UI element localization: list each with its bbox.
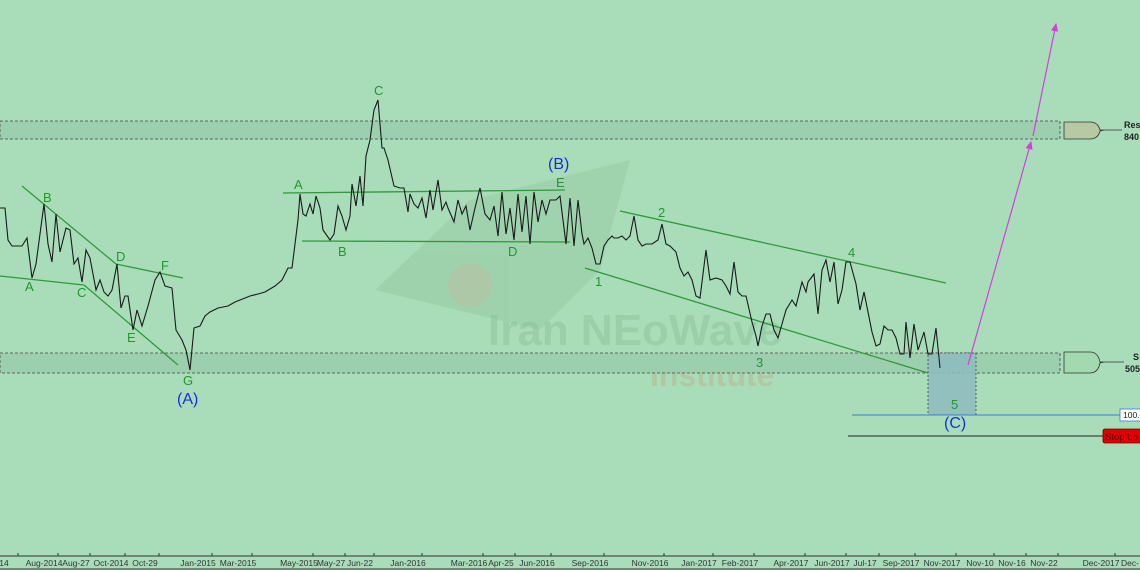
wave-label-c: C xyxy=(77,285,86,300)
watermark-dot xyxy=(448,263,492,307)
target-tag xyxy=(1119,408,1140,422)
wave-label-e: E xyxy=(556,175,565,190)
watermark-logo xyxy=(375,160,630,330)
x-tick-label: Jan-2017 xyxy=(681,558,717,568)
wave-label-d: D xyxy=(116,249,125,264)
wave-label-big-c: (C) xyxy=(944,415,966,432)
x-tick-label: Nov-2017 xyxy=(924,558,961,568)
x-tick-label: Apr-25 xyxy=(488,558,514,568)
x-tick-label: Sep-2016 xyxy=(572,558,609,568)
trendline xyxy=(619,210,947,284)
wave-label-5: 5 xyxy=(951,397,958,412)
wave-label-d: D xyxy=(508,244,517,259)
wave-label-4: 4 xyxy=(848,245,855,260)
x-tick-label: Jan-2016 xyxy=(390,558,426,568)
stop-loss-label: Stop Lo xyxy=(1105,432,1138,443)
x-tick-label: 14 xyxy=(0,558,9,568)
trendline xyxy=(21,185,117,265)
projection-arrow-2 xyxy=(1032,22,1059,137)
x-tick-label: May-27 xyxy=(317,558,346,568)
x-tick-label: Jun-22 xyxy=(347,558,373,568)
wave-label-a: A xyxy=(294,177,303,192)
x-tick-label: Feb-2017 xyxy=(722,558,759,568)
watermark-line1: Iran NEoWave xyxy=(488,306,782,355)
trendline xyxy=(0,275,85,286)
trendline xyxy=(115,263,184,279)
x-tick-label: Sep-2017 xyxy=(883,558,920,568)
resistance-zone xyxy=(0,120,1061,140)
wave-label-big-a: (A) xyxy=(177,391,198,408)
x-tick-label: Dec- xyxy=(1121,558,1139,568)
x-tick-label: Oct-29 xyxy=(132,558,158,568)
wave-label-big-b: (B) xyxy=(548,156,569,173)
x-tick-label: Nov-16 xyxy=(998,558,1026,568)
trendline xyxy=(584,267,929,374)
price-series-line xyxy=(0,99,941,371)
resistance-value: 840 xyxy=(1124,132,1139,142)
target-value: 100.0 xyxy=(1123,410,1140,420)
trendlines xyxy=(0,185,947,374)
x-tick-label: Jul-17 xyxy=(853,558,876,568)
stop-loss-tag xyxy=(1102,428,1140,444)
x-tick-label: Mar-2015 xyxy=(220,558,257,568)
watermark-swoosh xyxy=(375,160,630,330)
x-tick-label: Mar-2016 xyxy=(451,558,488,568)
wave-label-e: E xyxy=(127,330,136,345)
trendline xyxy=(282,189,566,194)
x-tick-label: Nov-22 xyxy=(1030,558,1058,568)
x-axis-ticks: 14 Aug-2014 Aug-27 Oct-2014 Oct-29 Jan-2015 Ma… xyxy=(0,553,1139,568)
support-value: 505 xyxy=(1125,364,1140,374)
x-tick-label: Oct-2014 xyxy=(94,558,129,568)
wave-label-b: B xyxy=(43,190,52,205)
resistance-label: Res xyxy=(1124,120,1140,130)
x-tick-label: Nov-2016 xyxy=(632,558,669,568)
wave-label-3: 3 xyxy=(756,355,763,370)
projection-arrow-1 xyxy=(967,140,1033,366)
support-zone xyxy=(0,352,1061,374)
wave-labels: A B C D E F G (A) A B C D E (B) 1 2 3 4 … xyxy=(25,83,966,432)
x-tick-label: Jun-2017 xyxy=(814,558,850,568)
wave-label-f: F xyxy=(161,258,169,273)
x-tick-label: Apr-2017 xyxy=(774,558,809,568)
x-tick-label: Aug-27 xyxy=(62,558,90,568)
support-label: S xyxy=(1133,352,1139,362)
trendline xyxy=(83,284,179,366)
x-tick-label: Jan-2015 xyxy=(180,558,216,568)
x-tick-label: Dec-2017 xyxy=(1083,558,1120,568)
wave-label-a: A xyxy=(25,279,34,294)
wave-label-c: C xyxy=(374,83,383,98)
wave-label-b: B xyxy=(338,244,347,259)
support-callout xyxy=(1063,351,1105,374)
x-tick-label: Aug-2014 xyxy=(26,558,63,568)
x-tick-label: Jun-2016 xyxy=(519,558,555,568)
wave-label-2: 2 xyxy=(658,205,665,220)
x-tick-label: Nov-10 xyxy=(966,558,994,568)
wave-label-1: 1 xyxy=(595,274,602,289)
wave-label-g: G xyxy=(183,373,193,388)
resistance-callout xyxy=(1063,121,1105,140)
trendline xyxy=(301,240,571,243)
x-tick-label: May-2015 xyxy=(280,558,318,568)
